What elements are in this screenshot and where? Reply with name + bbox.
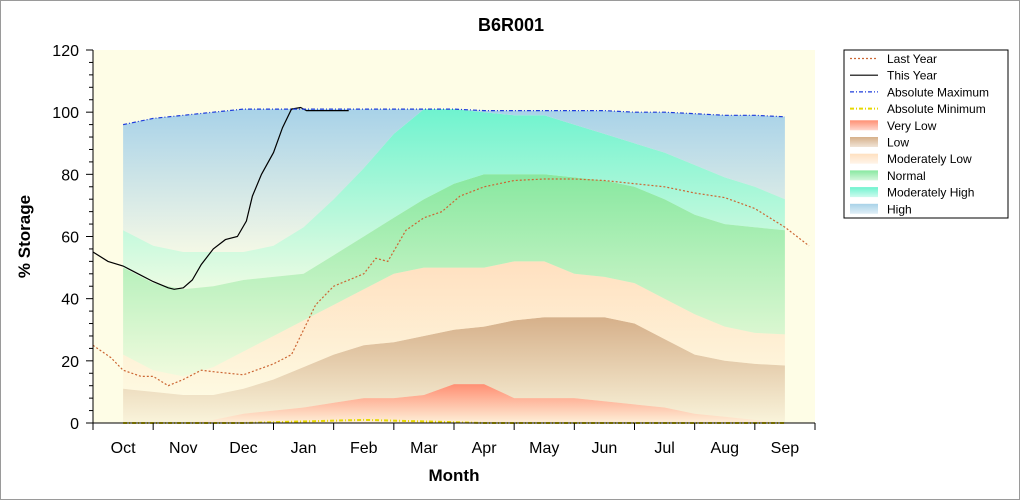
x-tick-label-jun: Jun	[592, 440, 618, 457]
legend-label: Absolute Minimum	[887, 102, 986, 116]
legend-label: Absolute Maximum	[887, 85, 989, 99]
legend-swatch	[850, 120, 878, 131]
legend-item-low: Low	[850, 136, 909, 150]
x-tick-label-oct: Oct	[111, 440, 136, 457]
x-tick-label-sep: Sep	[771, 440, 800, 457]
band-high	[123, 109, 785, 252]
y-tick-label: 60	[61, 230, 79, 247]
legend-label: Normal	[887, 169, 926, 183]
legend-swatch	[850, 170, 878, 181]
legend-swatch	[850, 187, 878, 198]
legend-item-normal: Normal	[850, 169, 926, 183]
legend-swatch	[850, 137, 878, 147]
legend-swatch	[850, 203, 878, 214]
y-tick-label: 120	[52, 43, 79, 60]
x-tick-label-may: May	[529, 440, 559, 457]
legend-label: Moderately Low	[887, 152, 972, 166]
y-tick-label: 80	[61, 167, 79, 184]
legend-item-absolute-maximum: Absolute Maximum	[850, 85, 989, 99]
x-tick-label-mar: Mar	[410, 440, 438, 457]
chart-title: B6R001	[478, 15, 544, 35]
band-very-low	[123, 384, 785, 423]
band-moderately-high	[123, 109, 785, 290]
x-tick-label-jan: Jan	[291, 440, 317, 457]
legend-item-very-low: Very Low	[850, 119, 937, 133]
legend-label: Last Year	[887, 52, 937, 66]
legend-item-absolute-minimum: Absolute Minimum	[850, 102, 986, 116]
series-this-year	[92, 106, 349, 290]
x-tick-label-dec: Dec	[229, 440, 257, 457]
legend-item-moderately-low: Moderately Low	[850, 152, 972, 166]
legend-swatch	[850, 153, 878, 164]
y-axis-title: % Storage	[15, 195, 34, 278]
legend-label: This Year	[887, 69, 937, 83]
legend-label: High	[887, 202, 912, 216]
legend-label: Moderately High	[887, 186, 974, 200]
legend-label: Very Low	[887, 119, 937, 133]
x-tick-label-apr: Apr	[472, 440, 498, 457]
x-tick-label-aug: Aug	[711, 440, 739, 457]
legend-label: Low	[887, 136, 909, 150]
x-axis-title: Month	[429, 466, 480, 485]
y-tick-label: 40	[61, 292, 79, 309]
band-normal	[123, 174, 785, 377]
y-tick-label: 100	[52, 105, 79, 122]
x-tick-label-jul: Jul	[654, 440, 674, 457]
axes-layer: 0 20 40 60 80 100 120 Oct Nov Dec Jan Feb Mar Apr May J…	[52, 43, 816, 457]
legend: Last Year This Year Absolute Maximum Absolu…	[843, 49, 1009, 219]
y-tick-label: 20	[61, 354, 79, 371]
band-low	[123, 317, 785, 423]
legend-item-high: High	[850, 202, 912, 216]
y-tick-label: 0	[70, 416, 79, 433]
series-last-year	[92, 178, 810, 387]
legend-item-this-year: This Year	[850, 69, 937, 83]
band-moderately-low	[123, 261, 785, 395]
legend-item-last-year: Last Year	[850, 52, 937, 66]
x-tick-label-nov: Nov	[169, 440, 197, 457]
bands-layer	[123, 109, 785, 423]
legend-item-moderately-high: Moderately High	[850, 186, 974, 200]
x-tick-label-feb: Feb	[350, 440, 378, 457]
series-absolute-maximum	[122, 108, 785, 126]
